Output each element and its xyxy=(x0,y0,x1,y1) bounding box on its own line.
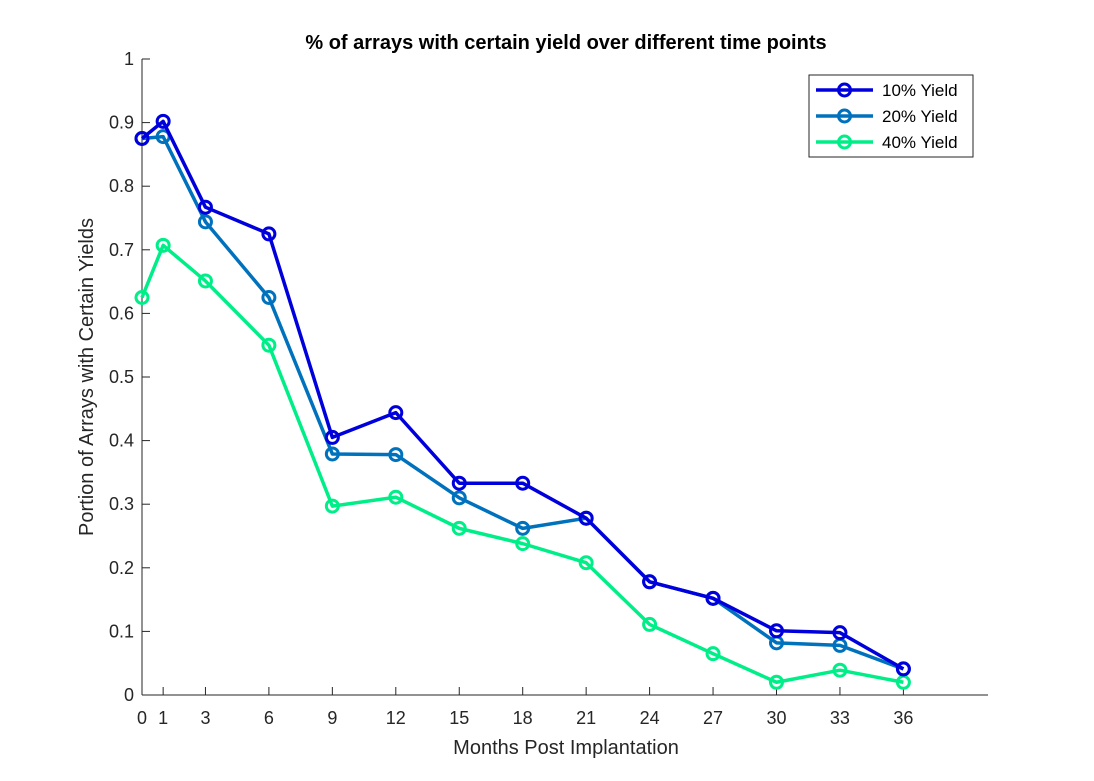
series-line xyxy=(140,243,904,685)
x-tick-label: 24 xyxy=(640,708,660,728)
data-point xyxy=(705,590,721,606)
series-10-yield xyxy=(134,113,911,677)
data-point xyxy=(388,447,404,463)
x-tick-label: 9 xyxy=(327,708,337,728)
data-point xyxy=(451,475,467,491)
y-tick-label: 0.1 xyxy=(109,621,134,641)
data-point xyxy=(515,475,531,491)
data-point xyxy=(451,490,467,506)
y-tick-label: 0.3 xyxy=(109,494,134,514)
data-point xyxy=(197,199,213,215)
data-point xyxy=(261,226,277,242)
data-point xyxy=(324,498,340,514)
y-tick-label: 0 xyxy=(124,685,134,705)
legend-marker xyxy=(837,82,852,98)
data-point xyxy=(769,623,784,639)
data-point xyxy=(261,290,277,305)
data-point xyxy=(388,489,404,505)
y-axis-label: Portion of Arrays with Certain Yields xyxy=(76,218,98,536)
x-axis-label: Months Post Implantation xyxy=(453,737,679,759)
data-point xyxy=(155,113,171,129)
legend-item: 40% Yield xyxy=(816,133,958,152)
y-tick-label: 0.4 xyxy=(109,431,134,451)
data-point xyxy=(324,429,340,445)
x-tick-label: 18 xyxy=(513,708,533,728)
series-line xyxy=(140,119,905,671)
legend-marker xyxy=(837,134,852,150)
data-point xyxy=(261,337,277,353)
data-point xyxy=(324,446,340,462)
x-tick-label: 33 xyxy=(830,708,850,728)
series-40-yield xyxy=(134,237,911,690)
data-point xyxy=(197,273,213,289)
x-tick-label: 0 xyxy=(137,708,147,728)
data-point xyxy=(134,131,150,146)
legend-label: 40% Yield xyxy=(882,133,958,152)
x-tick-label: 15 xyxy=(449,708,469,728)
y-tick-label: 0.7 xyxy=(109,240,134,260)
data-point xyxy=(197,214,213,230)
data-point xyxy=(642,616,658,632)
data-point xyxy=(578,510,594,526)
chart-title: % of arrays with certain yield over diff… xyxy=(305,32,826,54)
data-point xyxy=(769,674,784,690)
x-tick-label: 3 xyxy=(200,708,210,728)
legend-label: 10% Yield xyxy=(882,81,958,100)
series-line xyxy=(141,134,905,671)
data-series xyxy=(134,113,911,690)
legend-marker xyxy=(837,108,852,124)
legend: 10% Yield 20% Yield 40% Yield xyxy=(808,74,974,158)
y-tick-label: 1 xyxy=(124,49,134,69)
data-point xyxy=(451,520,467,536)
y-tick-label: 0.2 xyxy=(109,558,134,578)
x-tick-label: 1 xyxy=(158,708,168,728)
data-point xyxy=(705,646,721,662)
data-point xyxy=(578,555,594,571)
legend-item: 10% Yield xyxy=(816,81,958,100)
data-point xyxy=(895,661,911,677)
y-tick-label: 0.6 xyxy=(109,303,134,323)
data-point xyxy=(388,405,404,421)
data-point xyxy=(515,520,531,536)
data-point xyxy=(642,574,658,590)
legend-item: 20% Yield xyxy=(816,107,958,126)
data-point xyxy=(832,662,848,678)
y-tick-label: 0.8 xyxy=(109,176,134,196)
y-axis-ticks: 0 0.1 0.2 0.3 0.4 0.5 0.6 0.7 0.8 0.9 1 xyxy=(109,49,150,705)
x-axis-ticks: 0 1 3 6 9 12 15 18 21 24 27 30 33 36 xyxy=(137,687,913,728)
series-20-yield xyxy=(134,129,911,677)
x-tick-label: 21 xyxy=(576,708,596,728)
y-tick-label: 0.5 xyxy=(109,367,134,387)
data-point xyxy=(832,625,848,641)
data-point xyxy=(134,290,150,305)
x-tick-label: 6 xyxy=(264,708,274,728)
x-tick-label: 30 xyxy=(766,708,786,728)
x-tick-label: 27 xyxy=(703,708,723,728)
data-point xyxy=(515,536,531,552)
legend-label: 20% Yield xyxy=(882,107,958,126)
x-tick-label: 36 xyxy=(893,708,913,728)
data-point xyxy=(155,237,171,253)
y-tick-label: 0.9 xyxy=(109,113,134,133)
x-tick-label: 12 xyxy=(386,708,406,728)
